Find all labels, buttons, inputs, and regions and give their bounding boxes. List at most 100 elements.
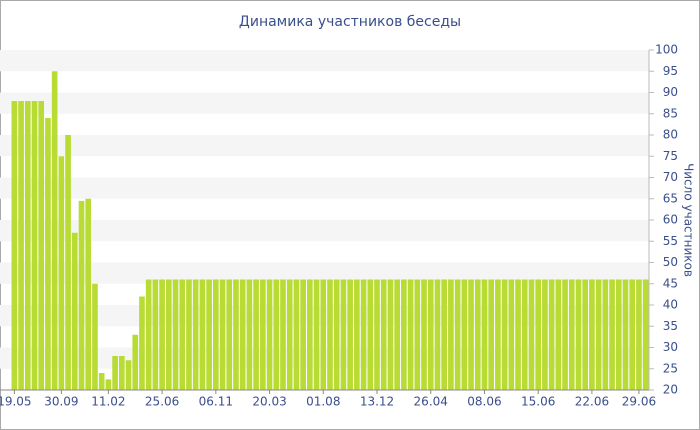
x-tick-label: 29.06 <box>622 395 656 409</box>
bar <box>92 283 98 390</box>
y-tick-label: 95 <box>663 64 678 78</box>
y-tick-label: 75 <box>663 149 678 163</box>
bar <box>65 135 71 390</box>
x-tick-label: 25.06 <box>145 395 179 409</box>
bar <box>360 279 367 390</box>
bar <box>333 279 340 390</box>
bar <box>260 279 266 390</box>
bar <box>24 101 31 390</box>
bar <box>105 379 112 390</box>
y-tick-label: 85 <box>663 106 678 120</box>
x-tick-label: 19.05 <box>0 395 32 409</box>
bar <box>347 279 353 390</box>
bar <box>535 279 542 390</box>
bar <box>125 360 132 390</box>
bar <box>636 279 642 390</box>
bar <box>615 279 622 390</box>
y-tick-label: 40 <box>663 298 678 312</box>
grid-band <box>0 177 649 199</box>
bar <box>192 279 199 390</box>
y-tick-label: 55 <box>663 234 678 248</box>
bar <box>159 279 165 390</box>
bar <box>589 279 595 390</box>
bar <box>582 279 589 390</box>
bar <box>448 279 454 390</box>
grid-band <box>0 135 649 157</box>
bar <box>85 198 92 390</box>
y-tick-label: 35 <box>663 319 678 333</box>
bar <box>166 279 172 390</box>
bar <box>468 279 474 390</box>
y-tick-label: 60 <box>663 213 678 227</box>
bar <box>51 71 58 390</box>
bar <box>575 279 582 390</box>
bar <box>78 200 85 390</box>
grid-band <box>0 262 649 284</box>
bar <box>508 279 515 390</box>
bar <box>515 279 521 390</box>
y-tick-label: 30 <box>663 340 678 354</box>
x-tick-label: 11.02 <box>91 395 125 409</box>
bar <box>354 279 360 390</box>
bar <box>98 373 105 390</box>
bar <box>199 279 206 390</box>
bar <box>327 279 333 390</box>
bar <box>394 279 400 390</box>
y-tick-label: 20 <box>663 383 678 397</box>
x-tick-label: 06.11 <box>199 395 233 409</box>
bar <box>213 279 219 390</box>
bar <box>521 279 528 390</box>
bar <box>495 279 501 390</box>
bar <box>481 279 488 390</box>
bar <box>434 279 441 390</box>
y-tick-label: 45 <box>663 276 678 290</box>
bar <box>501 279 508 390</box>
bar <box>642 279 649 390</box>
bar <box>145 279 152 390</box>
bar <box>427 279 434 390</box>
chart-title: Динамика участников беседы <box>239 14 461 30</box>
grid-band <box>0 220 649 242</box>
bar <box>562 279 568 390</box>
bar <box>45 118 51 390</box>
bar <box>253 279 259 390</box>
bar <box>31 101 38 390</box>
bar <box>387 279 394 390</box>
bar <box>401 279 407 390</box>
bar <box>239 279 246 390</box>
y-tick-label: 65 <box>663 191 678 205</box>
bar <box>139 296 145 390</box>
bar <box>293 279 300 390</box>
bar <box>367 279 374 390</box>
bar <box>602 279 609 390</box>
bar <box>568 279 575 390</box>
bar <box>219 279 226 390</box>
bar <box>380 279 387 390</box>
y-tick-label: 90 <box>663 85 678 99</box>
bar <box>441 279 447 390</box>
bar <box>286 279 293 390</box>
bar <box>206 279 212 390</box>
bar <box>118 356 125 390</box>
bar <box>152 279 159 390</box>
bar <box>58 156 65 390</box>
bar <box>186 279 192 390</box>
bar <box>280 279 286 390</box>
bar <box>246 279 253 390</box>
bar <box>548 279 555 390</box>
y-tick-label: 100 <box>655 43 678 57</box>
bar <box>307 279 313 390</box>
y-tick-label: 25 <box>663 361 678 375</box>
bar <box>528 279 535 390</box>
bar <box>340 279 347 390</box>
bar <box>112 356 118 390</box>
x-tick-label: 01.08 <box>306 395 340 409</box>
y-tick-label: 50 <box>663 255 678 269</box>
x-tick-label: 20.03 <box>252 395 286 409</box>
bar <box>542 279 548 390</box>
bar <box>179 279 186 390</box>
y-tick-label: 70 <box>663 170 678 184</box>
bar <box>320 279 327 390</box>
bar <box>629 279 636 390</box>
